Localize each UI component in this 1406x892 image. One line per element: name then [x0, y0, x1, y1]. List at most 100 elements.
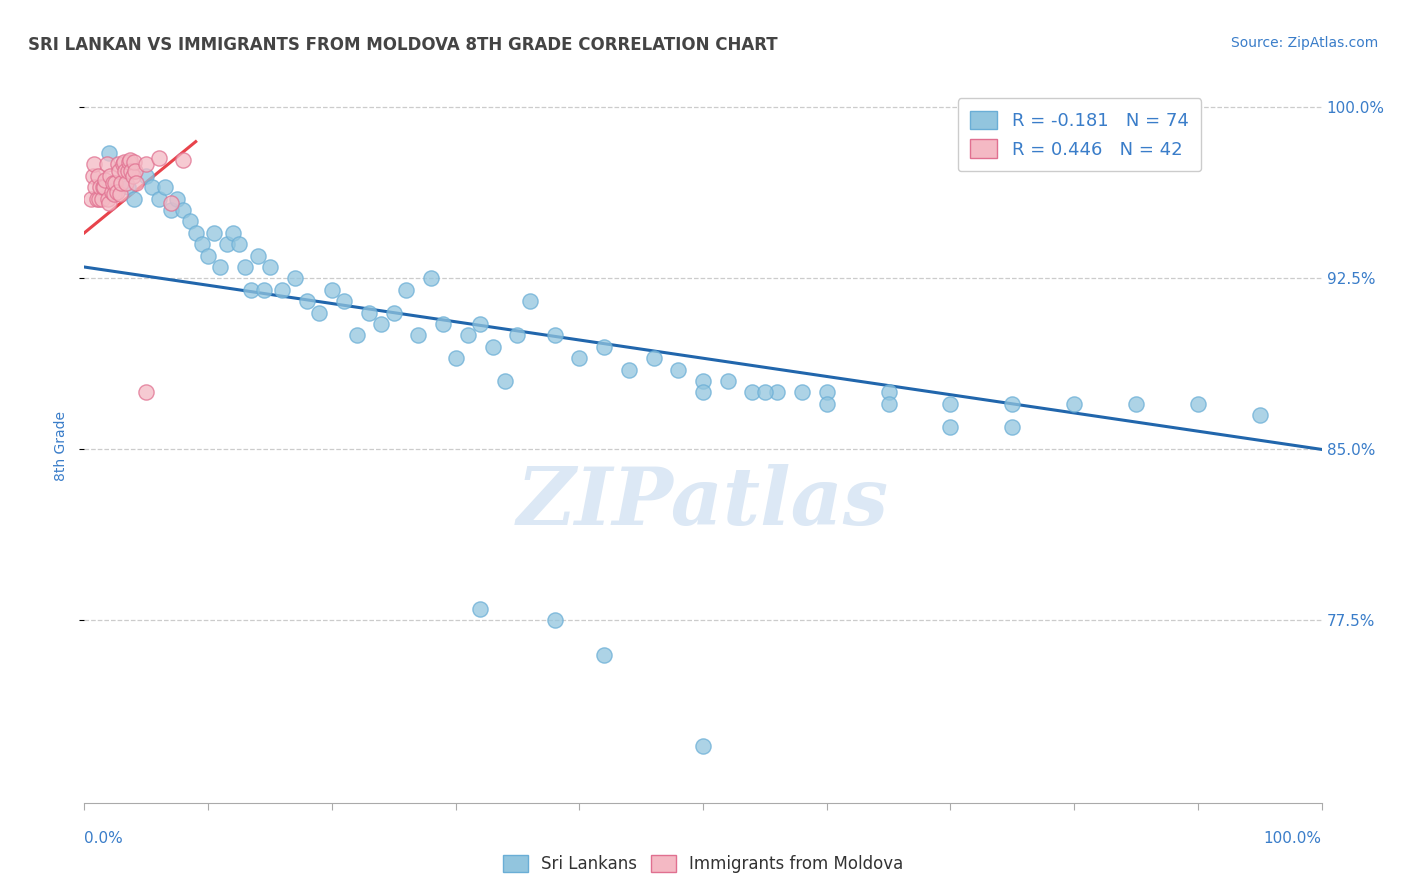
- Point: [197, 249, 219, 263]
- Text: 100.0%: 100.0%: [1264, 831, 1322, 847]
- Point: [172, 153, 194, 167]
- Point: [470, 317, 492, 331]
- Point: [481, 340, 503, 354]
- Point: [110, 187, 132, 202]
- Point: [815, 397, 838, 411]
- Point: [120, 164, 142, 178]
- Point: [754, 385, 776, 400]
- Point: [184, 226, 207, 240]
- Point: [568, 351, 591, 366]
- Point: [1063, 397, 1085, 411]
- Point: [148, 192, 170, 206]
- Point: [593, 648, 616, 662]
- Point: [228, 237, 250, 252]
- Y-axis label: 8th Grade: 8th Grade: [55, 411, 69, 481]
- Text: ZIPatlas: ZIPatlas: [517, 465, 889, 541]
- Point: [470, 602, 492, 616]
- Point: [135, 157, 157, 171]
- Point: [160, 202, 183, 217]
- Point: [295, 294, 318, 309]
- Text: 0.0%: 0.0%: [84, 831, 124, 847]
- Point: [90, 192, 112, 206]
- Point: [939, 419, 962, 434]
- Point: [84, 180, 107, 194]
- Point: [125, 176, 148, 190]
- Point: [97, 192, 120, 206]
- Point: [202, 226, 225, 240]
- Point: [308, 305, 330, 319]
- Point: [120, 153, 142, 167]
- Point: [122, 155, 145, 169]
- Point: [1001, 397, 1024, 411]
- Point: [135, 385, 157, 400]
- Point: [111, 157, 134, 171]
- Point: [790, 385, 813, 400]
- Point: [114, 164, 136, 178]
- Point: [191, 237, 214, 252]
- Point: [105, 185, 128, 199]
- Point: [121, 169, 143, 183]
- Point: [83, 157, 105, 171]
- Point: [494, 374, 516, 388]
- Point: [321, 283, 343, 297]
- Point: [617, 362, 640, 376]
- Legend: Sri Lankans, Immigrants from Moldova: Sri Lankans, Immigrants from Moldova: [496, 848, 910, 880]
- Point: [246, 249, 269, 263]
- Point: [86, 192, 108, 206]
- Point: [259, 260, 281, 274]
- Point: [877, 385, 900, 400]
- Point: [122, 192, 145, 206]
- Point: [357, 305, 380, 319]
- Point: [692, 385, 714, 400]
- Point: [110, 176, 132, 190]
- Point: [382, 305, 405, 319]
- Point: [94, 173, 117, 187]
- Point: [179, 214, 201, 228]
- Point: [98, 169, 121, 183]
- Point: [117, 164, 139, 178]
- Point: [717, 374, 740, 388]
- Point: [153, 180, 176, 194]
- Point: [370, 317, 392, 331]
- Text: SRI LANKAN VS IMMIGRANTS FROM MOLDOVA 8TH GRADE CORRELATION CHART: SRI LANKAN VS IMMIGRANTS FROM MOLDOVA 8T…: [28, 36, 778, 54]
- Point: [741, 385, 763, 400]
- Point: [1001, 419, 1024, 434]
- Point: [333, 294, 356, 309]
- Point: [346, 328, 368, 343]
- Point: [222, 226, 245, 240]
- Point: [104, 176, 127, 190]
- Point: [408, 328, 430, 343]
- Point: [593, 340, 616, 354]
- Point: [91, 180, 114, 194]
- Point: [87, 169, 110, 183]
- Point: [877, 397, 900, 411]
- Point: [107, 157, 129, 171]
- Point: [160, 196, 183, 211]
- Point: [98, 196, 121, 211]
- Point: [135, 169, 157, 183]
- Point: [1187, 397, 1209, 411]
- Point: [253, 283, 276, 297]
- Point: [1249, 408, 1271, 422]
- Point: [444, 351, 467, 366]
- Point: [233, 260, 256, 274]
- Point: [148, 151, 170, 165]
- Point: [101, 176, 124, 190]
- Point: [82, 169, 104, 183]
- Point: [89, 192, 111, 206]
- Point: [692, 739, 714, 753]
- Point: [93, 180, 115, 194]
- Point: [284, 271, 307, 285]
- Point: [79, 192, 101, 206]
- Point: [240, 283, 263, 297]
- Point: [124, 164, 146, 178]
- Point: [89, 180, 111, 194]
- Point: [766, 385, 789, 400]
- Point: [209, 260, 232, 274]
- Point: [815, 385, 838, 400]
- Point: [643, 351, 665, 366]
- Point: [271, 283, 294, 297]
- Point: [172, 202, 194, 217]
- Point: [141, 180, 163, 194]
- Point: [1125, 397, 1147, 411]
